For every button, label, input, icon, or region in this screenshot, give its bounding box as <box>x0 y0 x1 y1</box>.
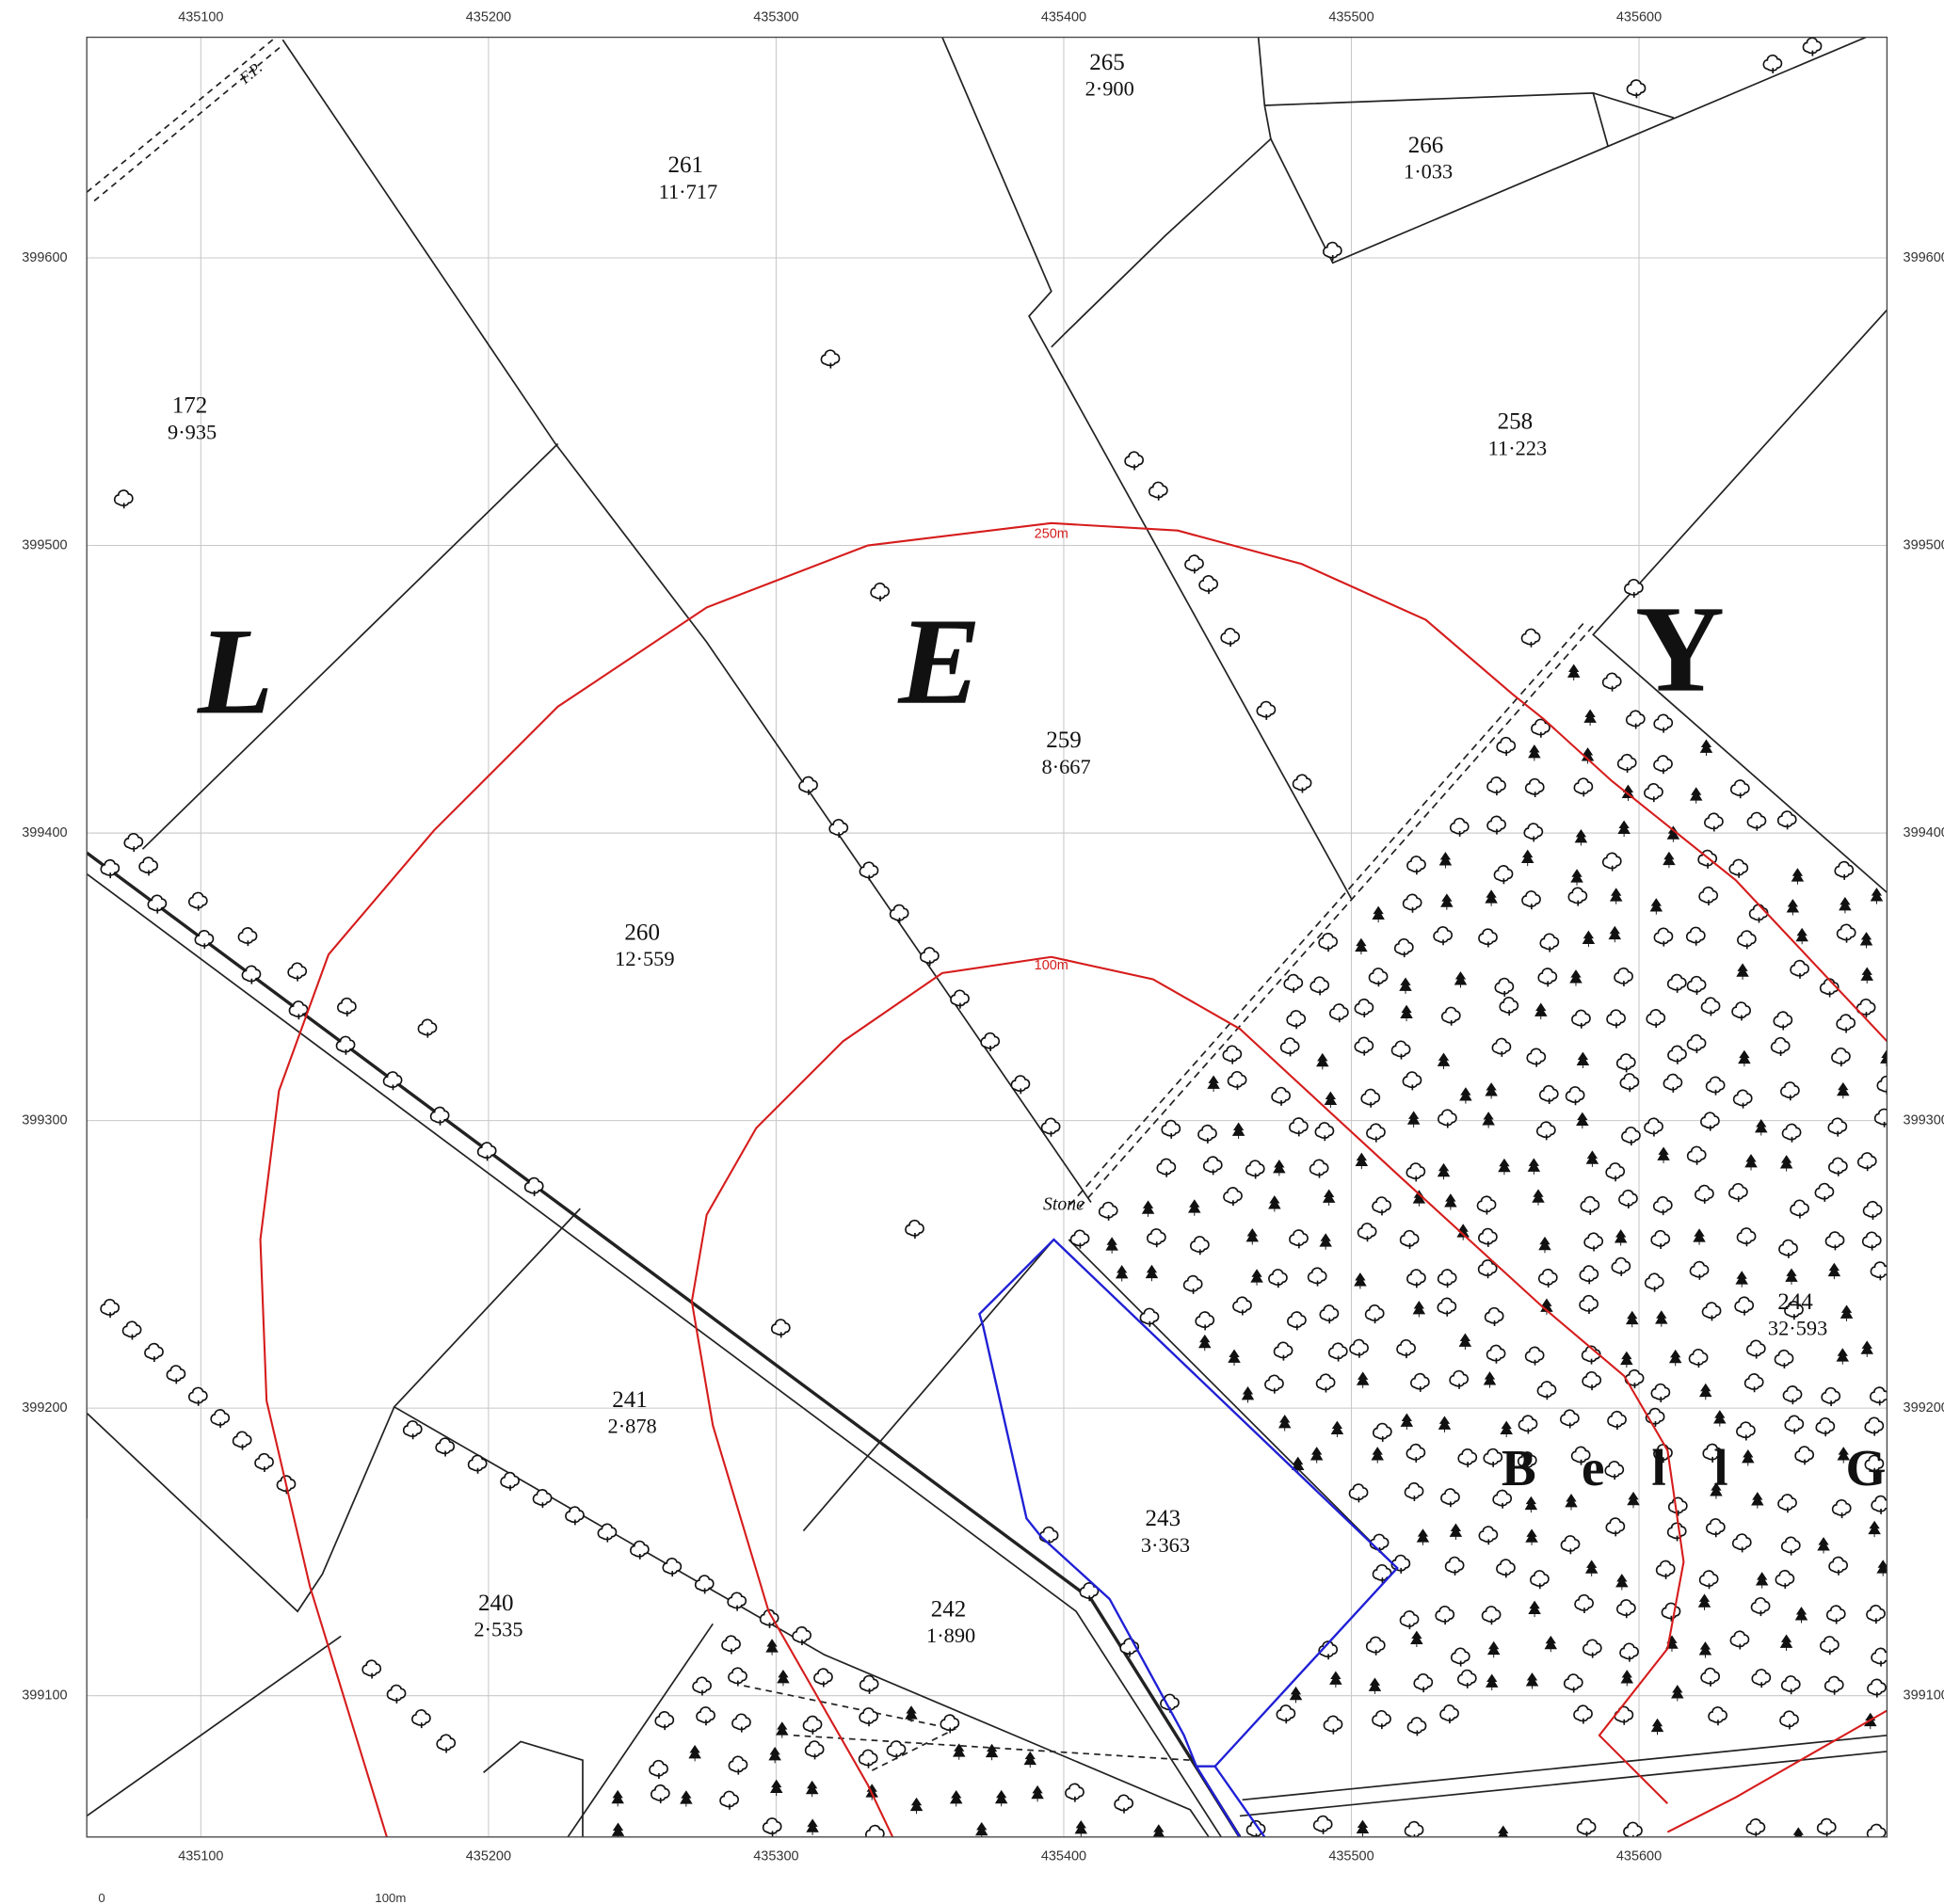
easting-label: 435400 <box>1041 1849 1086 1864</box>
northing-label: 399100 <box>22 1688 67 1704</box>
parcel-area: 2·878 <box>608 1414 657 1437</box>
buffer-label: 100m <box>1035 958 1068 973</box>
parcel-number: 242 <box>931 1596 967 1622</box>
page: Map {"grid": {"eastings": [435100, 43520… <box>0 0 1944 1904</box>
parcel-area: 2·900 <box>1085 76 1134 100</box>
buffer-label: 250m <box>1035 527 1068 542</box>
parcel-area: 2·535 <box>474 1617 522 1640</box>
place-letter: L <box>197 603 273 740</box>
parcel-number: 240 <box>478 1591 514 1616</box>
parcel-area: 8·667 <box>1041 755 1090 778</box>
wood-letter: e <box>1582 1439 1605 1496</box>
parcel-number: 259 <box>1046 728 1082 753</box>
background <box>0 0 1944 1904</box>
parcel-area: 11·717 <box>659 180 718 203</box>
wood-letter: l <box>1713 1439 1727 1496</box>
parcel-area: 12·559 <box>615 947 674 970</box>
easting-label: 435400 <box>1041 9 1086 24</box>
place-letter: E <box>897 594 981 730</box>
map: 435100 435100 435200 435200 435300 435300 4354… <box>0 0 1944 1904</box>
easting-label: 435300 <box>753 1849 798 1864</box>
easting-label: 435300 <box>753 9 798 24</box>
northing-label: 399500 <box>22 537 67 552</box>
scale-end: 100m <box>375 1891 406 1904</box>
northing-label: 399600 <box>1904 250 1944 265</box>
northing-label: 399600 <box>22 250 67 265</box>
parcel-area: 32·593 <box>1768 1316 1827 1339</box>
parcel-area: 1·033 <box>1404 160 1453 184</box>
easting-label: 435500 <box>1328 1849 1374 1864</box>
wood-letter: G <box>1846 1439 1887 1496</box>
parcel-number: 265 <box>1089 50 1125 75</box>
parcel-number: 243 <box>1146 1506 1181 1531</box>
northing-label: 399300 <box>1904 1112 1944 1128</box>
parcel-number: 261 <box>668 152 704 178</box>
parcel-area: 1·890 <box>926 1624 975 1647</box>
parcel-number: 260 <box>624 920 660 945</box>
parcel-area: 11·223 <box>1488 436 1548 459</box>
place-letter: Y <box>1635 582 1725 718</box>
easting-label: 435100 <box>178 9 223 24</box>
northing-label: 399500 <box>1904 537 1944 552</box>
wood-letter: l <box>1651 1439 1665 1496</box>
wood-letter: B <box>1502 1439 1536 1496</box>
parcel-area: 9·935 <box>168 420 217 443</box>
northing-label: 399300 <box>22 1112 67 1128</box>
annotation: Stone <box>1043 1193 1084 1214</box>
northing-label: 399200 <box>1904 1400 1944 1416</box>
parcel-number: 244 <box>1777 1289 1813 1315</box>
easting-label: 435500 <box>1328 9 1374 24</box>
body: 435100 435100 435200 435200 435300 435300 4354… <box>0 0 1944 1904</box>
parcel-number: 258 <box>1498 409 1534 435</box>
easting-label: 435200 <box>466 9 511 24</box>
parcel-number: 241 <box>612 1387 648 1413</box>
parcel-number: 172 <box>172 393 208 419</box>
easting-label: 435600 <box>1616 1849 1662 1864</box>
scale-start: 0 <box>98 1891 104 1904</box>
easting-label: 435600 <box>1616 9 1662 24</box>
parcel-area: 3·363 <box>1141 1533 1190 1557</box>
northing-label: 399400 <box>22 825 67 840</box>
northing-label: 399400 <box>1904 825 1944 840</box>
parcel-number: 266 <box>1408 133 1444 158</box>
northing-label: 399200 <box>22 1400 67 1416</box>
easting-label: 435100 <box>178 1849 223 1864</box>
easting-label: 435200 <box>466 1849 511 1864</box>
northing-label: 399100 <box>1904 1688 1944 1704</box>
